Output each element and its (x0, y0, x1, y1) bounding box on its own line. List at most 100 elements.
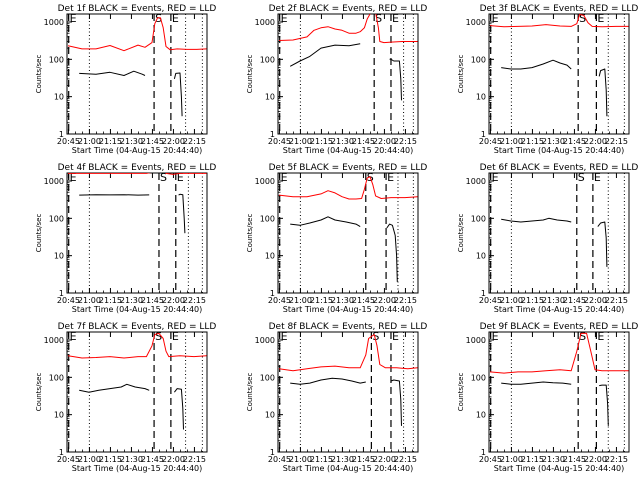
x-tick-label: 22:00 (373, 455, 396, 464)
events-series-line (501, 217, 608, 267)
y-tick-label: 10 (476, 411, 486, 420)
events-series-line (501, 381, 609, 426)
y-tick-label: 100 (260, 214, 275, 223)
marker-label: S (155, 12, 162, 25)
y-tick-label: 1000 (44, 177, 64, 186)
y-tick-label: 1000 (255, 336, 275, 345)
x-axis-label: Start Time (04-Aug-15 20:44:40) (72, 464, 203, 473)
marker-label: E (492, 171, 499, 184)
x-tick-label: 21:00 (500, 296, 523, 305)
y-tick-label: 100 (49, 373, 64, 382)
lld-series-line (489, 14, 629, 28)
panel-3: Det 3f BLACK = Events, RED = LLD Counts/s… (457, 4, 638, 155)
marker-label: E (70, 12, 77, 25)
panel-4: Det 4f BLACK = Events, RED = LLD Counts/s… (35, 163, 216, 314)
x-tick-label: 20:45 (57, 455, 80, 464)
marker-label: S (579, 330, 586, 343)
x-tick-label: 21:45 (352, 296, 375, 305)
panel-1: Det 1f BLACK = Events, RED = LLD Counts/s… (35, 4, 216, 155)
lld-series-line (278, 334, 418, 372)
marker-label: E (172, 12, 179, 25)
x-tick-label: 21:45 (352, 455, 375, 464)
marker-label: E (597, 12, 604, 25)
y-tick-label: 1 (481, 448, 486, 457)
x-tick-label: 22:15 (394, 137, 417, 146)
marker-label: E (281, 171, 288, 184)
x-tick-label: 21:45 (141, 137, 164, 146)
lld-series-line (68, 173, 207, 175)
x-tick-label: 21:45 (141, 455, 164, 464)
marker-label: E (281, 330, 288, 343)
y-tick-label: 1000 (44, 18, 64, 27)
events-series-line (79, 70, 183, 117)
marker-label: E (387, 171, 394, 184)
x-tick-label: 22:15 (605, 296, 628, 305)
marker-label: E (70, 171, 77, 184)
panel-7: Det 7f BLACK = Events, RED = LLD Counts/s… (35, 322, 216, 473)
marker-label: E (70, 330, 77, 343)
panel-title: Det 9f BLACK = Events, RED = LLD (480, 322, 639, 332)
x-tick-label: 20:45 (268, 137, 291, 146)
y-tick-label: 1 (59, 448, 64, 457)
x-tick-label: 22:15 (394, 296, 417, 305)
x-tick-label: 21:00 (500, 137, 523, 146)
y-axis-label: Counts/sec (457, 55, 465, 94)
x-tick-label: 21:00 (78, 137, 101, 146)
y-tick-label: 100 (471, 373, 486, 382)
x-tick-label: 22:00 (584, 455, 607, 464)
x-tick-label: 22:00 (373, 296, 396, 305)
x-tick-label: 21:00 (289, 296, 312, 305)
x-tick-label: 20:45 (268, 455, 291, 464)
x-tick-label: 21:00 (500, 455, 523, 464)
x-tick-label: 20:45 (268, 296, 291, 305)
x-tick-label: 21:45 (352, 137, 375, 146)
events-series-line (79, 383, 184, 430)
panel-title: Det 5f BLACK = Events, RED = LLD (269, 163, 428, 173)
y-tick-label: 10 (265, 252, 275, 261)
x-tick-label: 21:15 (99, 137, 122, 146)
panel-title: Det 1f BLACK = Events, RED = LLD (58, 4, 217, 14)
y-tick-label: 1 (270, 130, 275, 139)
marker-label: E (492, 330, 499, 343)
y-tick-label: 100 (260, 373, 275, 382)
panel-9: Det 9f BLACK = Events, RED = LLD Counts/s… (457, 322, 638, 473)
y-tick-label: 1 (270, 289, 275, 298)
x-tick-label: 21:15 (99, 296, 122, 305)
marker-label: S (160, 171, 167, 184)
x-tick-label: 22:15 (183, 455, 206, 464)
y-tick-label: 1000 (44, 336, 64, 345)
x-tick-label: 21:00 (289, 137, 312, 146)
y-tick-label: 10 (476, 252, 486, 261)
marker-label: E (597, 330, 604, 343)
x-tick-label: 21:15 (310, 455, 333, 464)
y-axis-label: Counts/sec (246, 55, 254, 94)
x-tick-label: 21:30 (120, 296, 143, 305)
marker-label: S (578, 171, 585, 184)
panel-5: Det 5f BLACK = Events, RED = LLD Counts/s… (246, 163, 427, 314)
x-tick-label: 22:15 (183, 137, 206, 146)
lld-series-line (489, 332, 629, 374)
x-tick-label: 22:00 (584, 137, 607, 146)
x-axis-label: Start Time (04-Aug-15 20:44:40) (494, 464, 625, 473)
x-tick-label: 21:00 (289, 455, 312, 464)
y-tick-label: 10 (265, 411, 275, 420)
x-tick-label: 21:30 (331, 296, 354, 305)
y-tick-label: 100 (471, 214, 486, 223)
marker-label: E (392, 12, 399, 25)
panel-title: Det 2f BLACK = Events, RED = LLD (269, 4, 428, 14)
y-tick-label: 10 (476, 93, 486, 102)
events-series-line (289, 43, 402, 101)
y-tick-label: 1000 (466, 18, 486, 27)
lld-series-line (278, 14, 418, 44)
x-tick-label: 21:45 (563, 137, 586, 146)
x-axis-label: Start Time (04-Aug-15 20:44:40) (283, 305, 414, 314)
x-tick-label: 21:30 (542, 455, 565, 464)
x-tick-label: 22:15 (183, 296, 206, 305)
x-tick-label: 21:30 (542, 296, 565, 305)
y-tick-label: 10 (265, 93, 275, 102)
y-tick-label: 10 (54, 411, 64, 420)
x-axis-label: Start Time (04-Aug-15 20:44:40) (283, 146, 414, 155)
x-axis-label: Start Time (04-Aug-15 20:44:40) (72, 305, 203, 314)
x-tick-label: 21:30 (120, 455, 143, 464)
